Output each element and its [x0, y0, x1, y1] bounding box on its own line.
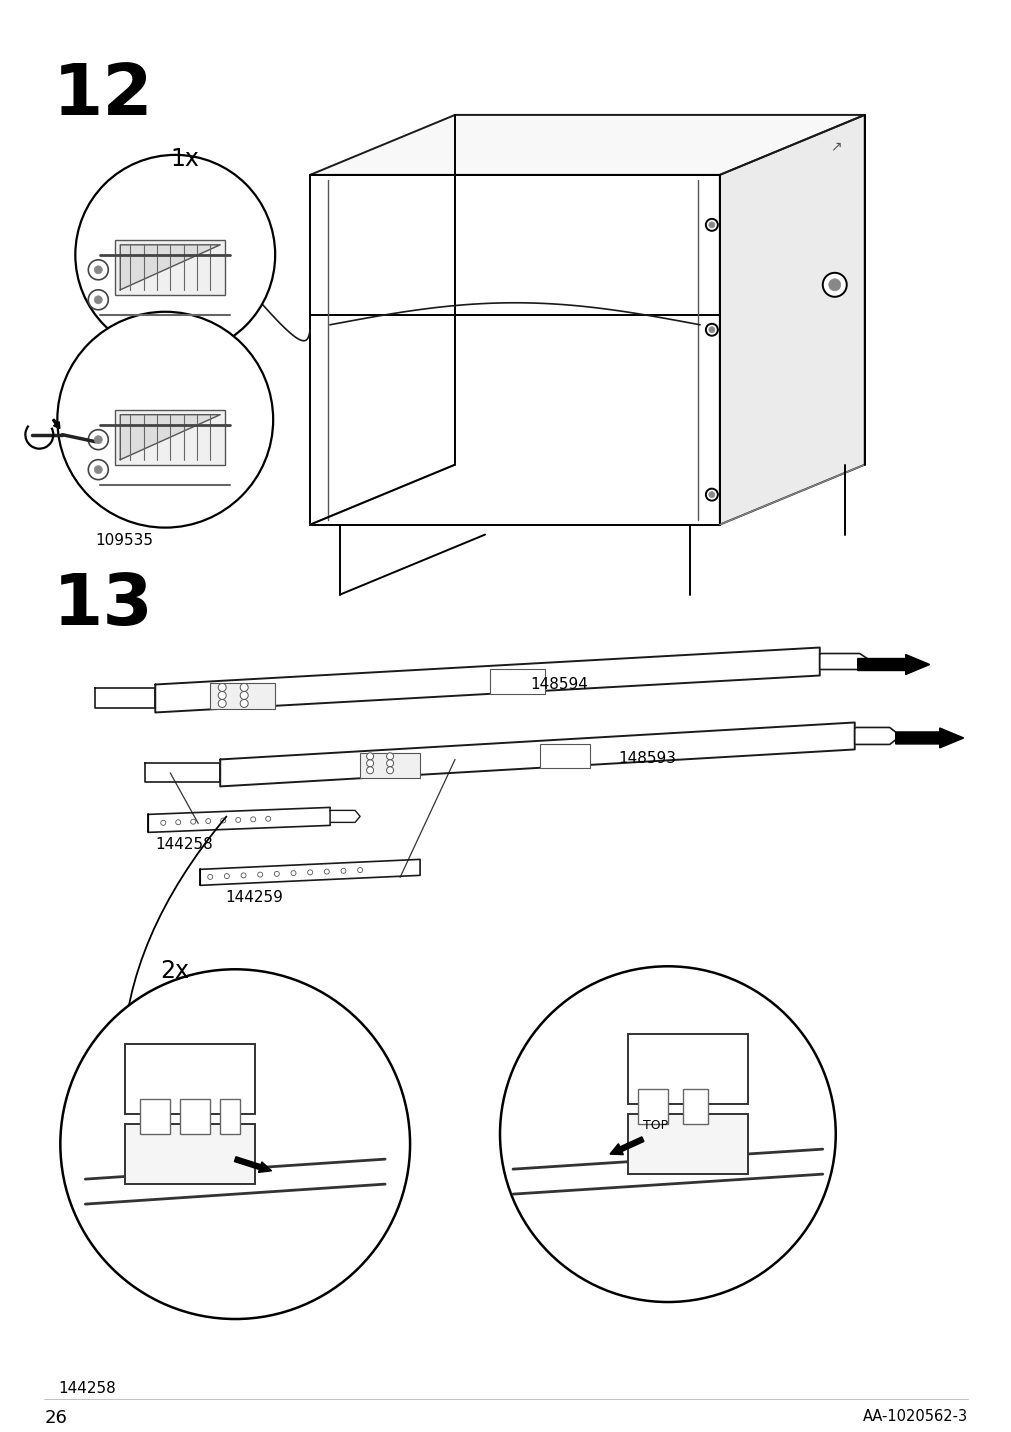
- Bar: [210, 683, 275, 709]
- Text: 109535: 109535: [95, 533, 153, 547]
- FancyArrow shape: [235, 1157, 271, 1173]
- Circle shape: [258, 872, 263, 878]
- Bar: [682, 1090, 707, 1124]
- Polygon shape: [819, 653, 870, 670]
- Bar: [627, 1034, 747, 1104]
- Polygon shape: [854, 727, 900, 745]
- Circle shape: [705, 324, 717, 335]
- Circle shape: [207, 875, 212, 879]
- Circle shape: [75, 155, 275, 355]
- Circle shape: [708, 491, 714, 498]
- Circle shape: [386, 753, 393, 760]
- Circle shape: [176, 819, 181, 825]
- Circle shape: [307, 869, 312, 875]
- Circle shape: [218, 699, 226, 707]
- Circle shape: [708, 326, 714, 332]
- Circle shape: [88, 289, 108, 309]
- Circle shape: [236, 818, 241, 822]
- FancyArrow shape: [53, 420, 60, 428]
- Text: 148593: 148593: [618, 752, 675, 766]
- Circle shape: [386, 766, 393, 773]
- Circle shape: [94, 266, 102, 274]
- Circle shape: [88, 430, 108, 450]
- Bar: [180, 1100, 210, 1134]
- Bar: [125, 1124, 255, 1184]
- Polygon shape: [309, 115, 863, 175]
- Polygon shape: [200, 859, 420, 885]
- Bar: [627, 1114, 747, 1174]
- Polygon shape: [719, 115, 863, 524]
- Text: 144258: 144258: [59, 1380, 116, 1396]
- Circle shape: [94, 296, 102, 304]
- FancyArrow shape: [610, 1137, 643, 1154]
- Bar: [115, 410, 225, 464]
- Circle shape: [822, 274, 846, 296]
- Circle shape: [366, 766, 373, 773]
- Circle shape: [240, 683, 248, 692]
- Circle shape: [88, 259, 108, 279]
- Circle shape: [291, 871, 295, 875]
- Text: 13: 13: [53, 570, 153, 640]
- Polygon shape: [120, 415, 220, 460]
- Bar: [125, 1044, 255, 1114]
- Circle shape: [61, 969, 409, 1319]
- Polygon shape: [330, 811, 360, 822]
- Text: AA-1020562-3: AA-1020562-3: [861, 1409, 967, 1423]
- Circle shape: [94, 465, 102, 474]
- Bar: [637, 1090, 667, 1124]
- Text: 12: 12: [53, 62, 153, 130]
- Circle shape: [357, 868, 362, 872]
- Circle shape: [708, 222, 714, 228]
- Polygon shape: [95, 689, 155, 709]
- Bar: [489, 669, 545, 695]
- Circle shape: [828, 279, 840, 291]
- Bar: [115, 239, 225, 295]
- Circle shape: [220, 818, 225, 823]
- Circle shape: [224, 874, 229, 879]
- Circle shape: [240, 699, 248, 707]
- Polygon shape: [149, 808, 330, 832]
- Bar: [220, 1100, 240, 1134]
- Circle shape: [386, 760, 393, 766]
- Text: 1x: 1x: [170, 147, 199, 170]
- Circle shape: [240, 692, 248, 699]
- Text: 144258: 144258: [155, 838, 212, 852]
- Circle shape: [161, 821, 166, 825]
- Circle shape: [94, 435, 102, 444]
- Circle shape: [218, 683, 226, 692]
- Bar: [141, 1100, 170, 1134]
- Polygon shape: [220, 723, 854, 786]
- Circle shape: [274, 871, 279, 876]
- Polygon shape: [120, 245, 220, 289]
- Circle shape: [88, 460, 108, 480]
- Circle shape: [499, 967, 835, 1302]
- Circle shape: [705, 219, 717, 231]
- Text: TOP: TOP: [642, 1120, 667, 1133]
- Bar: [360, 753, 420, 778]
- Circle shape: [266, 816, 270, 822]
- Circle shape: [241, 874, 246, 878]
- Circle shape: [218, 692, 226, 699]
- Circle shape: [341, 868, 346, 874]
- Polygon shape: [155, 647, 819, 713]
- Text: 148594: 148594: [530, 677, 587, 693]
- Text: ↗: ↗: [829, 139, 840, 153]
- Circle shape: [251, 816, 256, 822]
- Circle shape: [705, 488, 717, 501]
- Circle shape: [58, 312, 273, 527]
- Polygon shape: [146, 763, 220, 782]
- FancyArrow shape: [895, 727, 962, 748]
- Circle shape: [190, 819, 195, 825]
- Text: 144259: 144259: [225, 891, 283, 905]
- Text: 2x: 2x: [160, 959, 189, 984]
- Circle shape: [324, 869, 329, 874]
- FancyArrow shape: [857, 654, 929, 674]
- Circle shape: [366, 760, 373, 766]
- Circle shape: [205, 819, 210, 823]
- Bar: [540, 743, 589, 768]
- Text: 26: 26: [44, 1409, 67, 1426]
- Circle shape: [366, 753, 373, 760]
